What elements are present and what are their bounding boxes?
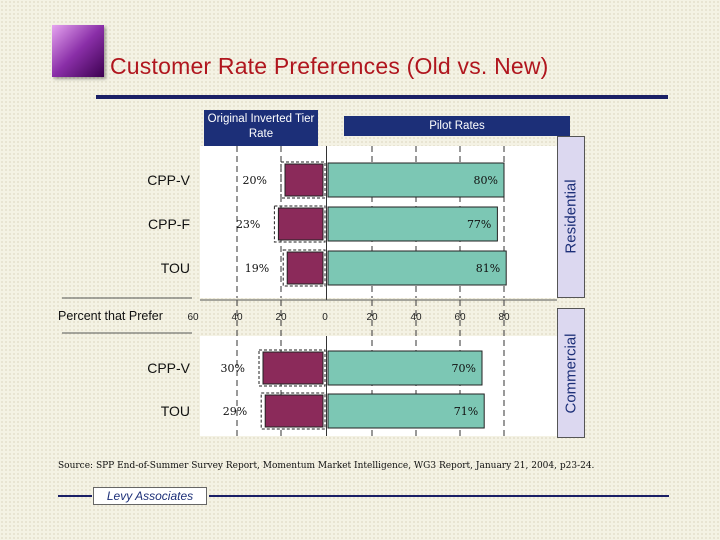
- axis-tick-label: 20: [275, 312, 287, 323]
- old-rate-bar-frame: [273, 205, 326, 243]
- pilot-rate-bar: [327, 250, 507, 286]
- pilot-rate-bar: [327, 393, 485, 429]
- old-rate-value-label: 30%: [221, 362, 245, 375]
- slide-title: Customer Rate Preferences (Old vs. New): [110, 53, 549, 79]
- old-rate-bar-frame: [280, 161, 326, 199]
- pilot-rate-value-label: 71%: [454, 405, 478, 418]
- footer-rule-left: [58, 495, 92, 497]
- accent-square: [52, 25, 104, 77]
- old-rate-value-label: 19%: [245, 262, 269, 275]
- axis-tick-label: 60: [454, 312, 466, 323]
- axis-tick-label: 20: [366, 312, 378, 323]
- left-header-label: Original Inverted Tier Rate: [204, 110, 318, 146]
- axis-title: Percent that Prefer: [58, 309, 163, 323]
- title-rule: [96, 95, 668, 99]
- pilot-rate-value-label: 81%: [476, 262, 500, 275]
- old-rate-bar: [284, 163, 324, 197]
- pilot-rate-value-label: 77%: [467, 218, 491, 231]
- pilot-rate-value-label: 80%: [474, 174, 498, 187]
- pilot-rate-bar: [327, 206, 498, 242]
- axis-tick-label: 60: [187, 312, 199, 323]
- old-rate-value-label: 20%: [243, 174, 267, 187]
- old-rate-bar-frame: [258, 349, 326, 387]
- category-label: CPP-V: [147, 172, 190, 188]
- footer-brand: Levy Associates: [93, 487, 207, 505]
- axis-tick-label: 0: [322, 312, 328, 323]
- axis-tick-label: 40: [231, 312, 243, 323]
- category-label: TOU: [161, 403, 190, 419]
- pilot-rate-value-label: 70%: [452, 362, 476, 375]
- pilot-rate-bar: [327, 350, 483, 386]
- old-rate-value-label: 23%: [236, 218, 260, 231]
- commercial-side-box: [557, 308, 585, 438]
- old-rate-value-label: 29%: [223, 405, 247, 418]
- footer-rule-right: [209, 495, 669, 497]
- category-label: CPP-V: [147, 360, 190, 376]
- old-rate-bar: [286, 251, 324, 285]
- source-note: Source: SPP End-of-Summer Survey Report,…: [58, 461, 595, 471]
- old-rate-bar: [264, 394, 324, 428]
- old-rate-bar: [277, 207, 324, 241]
- category-label: TOU: [161, 260, 190, 276]
- pilot-rate-bar: [327, 162, 505, 198]
- old-rate-bar: [262, 351, 324, 385]
- axis-tick-label: 40: [410, 312, 422, 323]
- axis-tick-label: 80: [498, 312, 510, 323]
- old-rate-bar-frame: [260, 392, 326, 430]
- residential-side-box: [557, 136, 585, 298]
- old-rate-bar-frame: [282, 249, 326, 287]
- right-header-label: Pilot Rates: [344, 116, 570, 136]
- category-label: CPP-F: [148, 216, 190, 232]
